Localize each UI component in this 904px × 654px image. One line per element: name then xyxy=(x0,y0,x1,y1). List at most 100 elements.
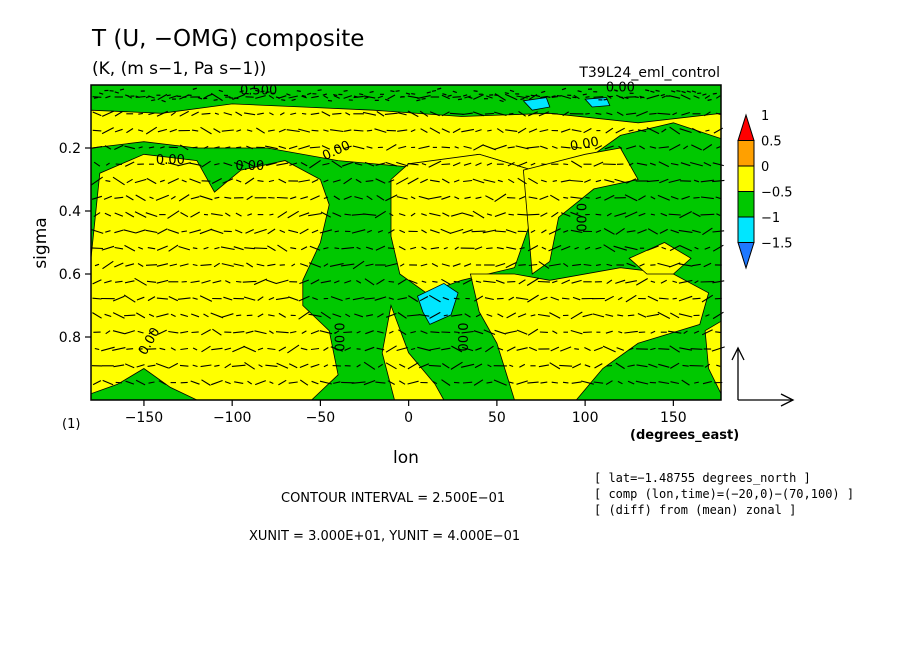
wind-vector xyxy=(343,145,352,150)
wind-vector xyxy=(550,296,560,301)
wind-vector xyxy=(93,96,99,99)
wind-vector xyxy=(137,129,144,132)
wind-vector xyxy=(225,146,231,149)
wind-vector xyxy=(135,194,146,202)
wind-vector xyxy=(694,280,699,284)
wind-vector xyxy=(658,161,670,168)
wind-vector xyxy=(416,99,421,102)
wind-vector xyxy=(410,212,416,217)
wind-vector xyxy=(453,179,460,183)
wind-vector xyxy=(493,111,507,117)
wind-vector xyxy=(681,111,690,116)
wind-vector xyxy=(214,246,220,250)
wind-vector xyxy=(407,177,419,185)
wind-vector xyxy=(385,194,398,202)
wind-vector xyxy=(287,344,300,354)
wind-vector xyxy=(298,145,310,150)
wind-vector xyxy=(125,94,130,97)
wind-vector xyxy=(637,229,647,234)
wind-vector xyxy=(418,195,430,200)
wind-vector xyxy=(298,179,310,183)
wind-vector xyxy=(245,330,254,334)
wind-vector xyxy=(287,210,299,219)
wind-vector xyxy=(541,229,547,234)
wind-vector xyxy=(147,364,156,367)
wind-vector xyxy=(702,144,713,151)
wind-vector xyxy=(516,347,528,351)
wind-vector xyxy=(694,381,699,384)
wind-vector xyxy=(353,129,364,132)
wind-vector xyxy=(671,90,676,93)
wind-vector xyxy=(268,296,275,301)
wind-vector xyxy=(333,280,340,284)
wind-vector xyxy=(475,162,482,167)
wind-vector xyxy=(626,230,636,233)
wind-vector xyxy=(323,347,329,351)
wind-vector xyxy=(377,330,384,334)
wind-vector xyxy=(148,381,155,384)
wind-vector xyxy=(509,364,514,368)
wind-vector xyxy=(93,212,101,218)
wind-vector xyxy=(92,96,102,98)
wind-vector xyxy=(363,361,376,370)
contour-label: 0.00 xyxy=(235,159,264,174)
wind-vector xyxy=(169,263,178,267)
wind-vector xyxy=(508,296,515,301)
wind-vector xyxy=(310,330,320,335)
wind-vector xyxy=(301,94,307,98)
wind-vector xyxy=(192,146,198,149)
wind-vector xyxy=(212,328,222,336)
wind-vector xyxy=(157,128,168,133)
wind-vector xyxy=(429,212,441,217)
strong-negative-region xyxy=(417,282,459,325)
wind-vector xyxy=(595,179,602,183)
wind-vector xyxy=(595,213,602,216)
wind-vector xyxy=(267,263,276,267)
wind-vector xyxy=(624,330,638,334)
wind-vector xyxy=(646,313,660,318)
wind-vector xyxy=(493,144,507,151)
wind-vector xyxy=(94,263,100,267)
wind-vector xyxy=(549,362,561,370)
wind-vector xyxy=(650,90,655,93)
wind-vector xyxy=(550,346,560,352)
wind-vector xyxy=(483,280,496,284)
wind-vector xyxy=(308,313,322,318)
wind-vector xyxy=(114,196,124,199)
wind-vector xyxy=(307,92,312,96)
wind-vector xyxy=(693,179,700,183)
wind-vector xyxy=(442,93,447,96)
wind-vector xyxy=(321,111,331,117)
wind-vector xyxy=(191,111,199,117)
wind-vector xyxy=(387,229,395,234)
wind-vector xyxy=(505,261,517,269)
wind-vector xyxy=(243,160,256,168)
wind-vector xyxy=(615,279,626,284)
wind-vector xyxy=(341,247,355,250)
wind-vector xyxy=(156,263,169,267)
wind-vector xyxy=(362,213,377,216)
wind-vector xyxy=(452,128,461,134)
wind-vector xyxy=(377,363,384,368)
wind-vector xyxy=(546,95,551,98)
wind-vector xyxy=(213,128,221,134)
wind-vector xyxy=(701,294,714,303)
wind-vector xyxy=(559,364,573,367)
wind-vector xyxy=(114,128,123,133)
wind-vector xyxy=(92,111,102,117)
wind-vector xyxy=(484,297,494,301)
colorbar-extend-high xyxy=(737,113,755,141)
wind-vector xyxy=(497,313,504,318)
wind-vector xyxy=(527,328,539,336)
wind-vector xyxy=(486,313,493,317)
wind-vector xyxy=(92,297,102,300)
wind-vector xyxy=(322,162,330,166)
reference-vector-right-head xyxy=(780,393,795,407)
wind-vector xyxy=(233,331,245,334)
wind-vector xyxy=(376,278,385,285)
wind-vector xyxy=(485,195,494,201)
wind-vector xyxy=(441,379,451,386)
wind-vector xyxy=(90,176,104,186)
wind-vector xyxy=(355,178,362,184)
wind-vector xyxy=(156,110,169,117)
